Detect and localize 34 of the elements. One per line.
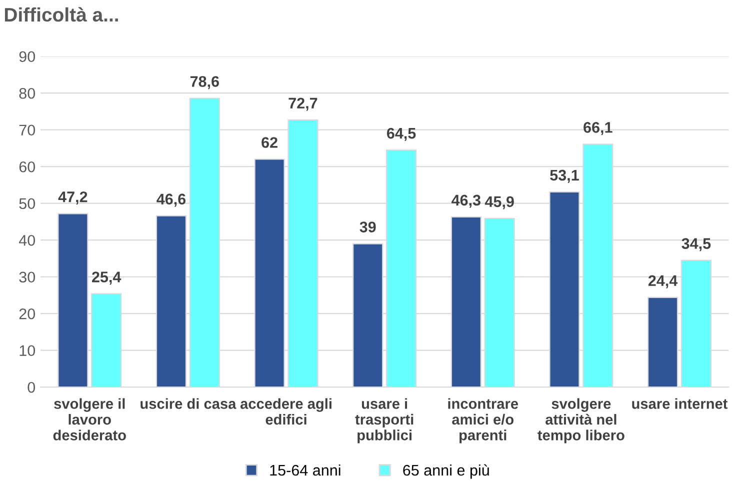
y-tick-label: 10 [20,345,36,356]
x-tick-label: svolgere attività nel tempo libero [538,398,624,444]
y-tick-label: 80 [19,88,36,99]
y-tick-label: 0 [28,382,36,393]
data-label: 34,5 [682,238,711,252]
data-label: 45,9 [484,196,514,210]
y-tick-label: 60 [19,161,36,172]
data-label: 64,5 [386,128,416,141]
x-tick-label: incontrare amici e/o parenti [448,398,518,444]
x-tick-label: accedere agli edifici [240,398,332,425]
x-tick-label: svolgere il lavoro desiderato [53,398,126,440]
data-label: 46,6 [156,194,186,207]
data-label: 78,6 [190,76,219,90]
data-label: 46,3 [452,194,480,208]
y-tick-label: 70 [19,124,36,136]
y-tick-label: 40 [18,234,36,246]
x-tick-label: uscire di casa [140,398,236,409]
y-tick-label: 90 [19,51,36,62]
x-tick-label: usare i trasporti pubblici [355,398,414,444]
data-label: 62 [262,137,278,148]
data-label: 39 [360,222,376,232]
legend-label: 65 anni e più [403,464,489,479]
data-label: 53,1 [550,170,579,183]
y-tick-label: 30 [19,272,36,283]
x-tick-label: usare internet [632,398,728,409]
data-label: 72,7 [288,98,318,111]
y-tick-label: 50 [19,198,36,210]
data-label: 25,4 [92,272,122,285]
y-tick-label: 20 [19,308,36,320]
data-label: 66,1 [584,122,612,136]
data-label: 47,2 [58,191,88,204]
legend-label: 15-64 anni [270,464,340,476]
chart-title: Difficoltà a... [4,7,118,22]
data-label: 24,4 [648,275,678,288]
